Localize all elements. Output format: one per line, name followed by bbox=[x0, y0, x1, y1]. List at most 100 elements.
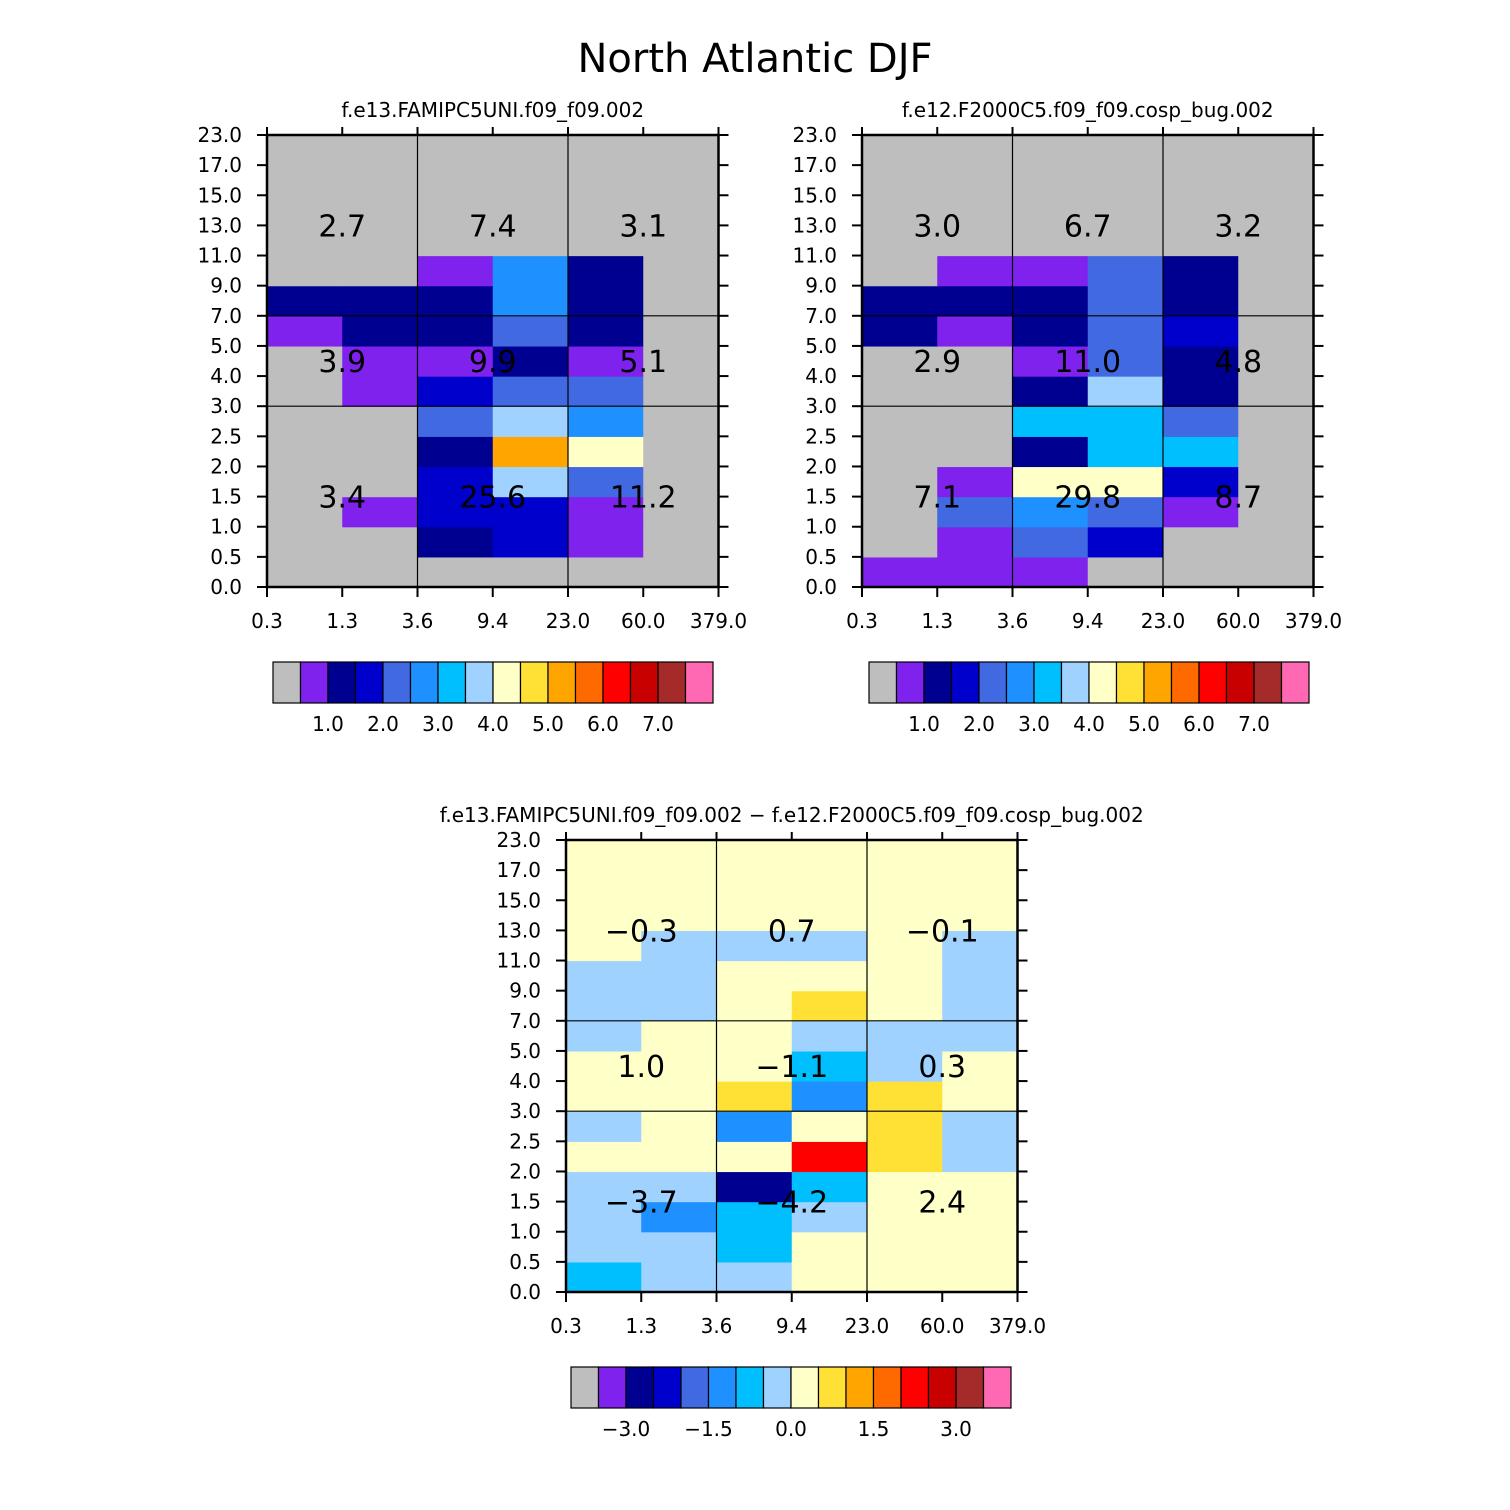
heatmap-cell bbox=[1012, 556, 1089, 588]
heatmap-cell bbox=[568, 255, 644, 287]
colorbar-swatch bbox=[657, 661, 687, 704]
heatmap-cell bbox=[937, 315, 1014, 347]
region-value: 11.2 bbox=[610, 481, 677, 516]
y-tick-label: 1.5 bbox=[509, 1190, 541, 1214]
heatmap-cell bbox=[1012, 285, 1089, 317]
heatmap-cell bbox=[1163, 225, 1239, 257]
heatmap-cell bbox=[568, 195, 644, 226]
colorbar-swatch bbox=[547, 661, 577, 704]
heatmap-cell bbox=[1163, 406, 1239, 437]
y-tick-label: 9.0 bbox=[509, 979, 541, 1003]
heatmap-cell bbox=[267, 496, 343, 528]
x-tick-label: 23.0 bbox=[546, 609, 591, 633]
heatmap-cell bbox=[862, 436, 938, 468]
y-tick-label: 17.0 bbox=[496, 858, 541, 882]
heatmap-cell bbox=[643, 285, 720, 317]
heatmap-cell bbox=[267, 556, 343, 588]
heatmap-cell bbox=[267, 165, 343, 196]
colorbar-swatch bbox=[923, 661, 953, 704]
heatmap-cell bbox=[1163, 315, 1239, 347]
heatmap-cell bbox=[566, 1081, 642, 1112]
y-tick-label: 5.0 bbox=[210, 334, 242, 358]
heatmap-cell bbox=[342, 496, 419, 528]
heatmap-cell bbox=[267, 466, 343, 498]
colorbar-swatch bbox=[1170, 661, 1200, 704]
y-tick-label: 3.0 bbox=[509, 1099, 541, 1123]
heatmap-cell bbox=[492, 466, 569, 498]
heatmap-cell bbox=[862, 255, 938, 287]
heatmap-cell bbox=[643, 556, 720, 588]
heatmap-cell bbox=[791, 1050, 868, 1082]
heatmap-cell bbox=[1087, 165, 1164, 196]
heatmap-cell bbox=[641, 990, 718, 1022]
region-value: 11.0 bbox=[1054, 345, 1121, 380]
heatmap-cell bbox=[1012, 315, 1089, 347]
heatmap-cell bbox=[791, 1171, 868, 1203]
colorbar-swatch bbox=[272, 661, 302, 704]
y-tick-label: 7.0 bbox=[509, 1009, 541, 1033]
heatmap-cell bbox=[1163, 345, 1239, 377]
heatmap-cell bbox=[641, 1081, 718, 1112]
heatmap-cell bbox=[267, 406, 343, 437]
heatmap-cell bbox=[937, 135, 1014, 166]
heatmap-cell bbox=[862, 285, 938, 317]
colorbar-label: 5.0 bbox=[1128, 712, 1160, 736]
x-tick-label: 3.6 bbox=[402, 609, 434, 633]
heatmap-cell bbox=[643, 466, 720, 498]
heatmap-cell bbox=[1163, 135, 1239, 166]
x-tick-label: 60.0 bbox=[621, 609, 666, 633]
colorbar-swatch bbox=[978, 661, 1008, 704]
heatmap-cell bbox=[568, 556, 644, 588]
heatmap-cell bbox=[417, 225, 494, 257]
panel-title: f.e13.FAMIPC5UNI.f09_f09.002 bbox=[341, 98, 644, 122]
heatmap-cell bbox=[862, 406, 938, 437]
y-tick-label: 0.0 bbox=[509, 1280, 541, 1304]
heatmap-cell bbox=[342, 526, 419, 558]
colorbar-swatch bbox=[900, 1366, 930, 1409]
heatmap-cell bbox=[342, 225, 419, 257]
region-value: 8.7 bbox=[1214, 481, 1262, 516]
heatmap-cell bbox=[867, 1081, 943, 1112]
colorbar-label: 3.0 bbox=[1018, 712, 1050, 736]
colorbar-swatch bbox=[1143, 661, 1173, 704]
heatmap-cell bbox=[867, 1111, 943, 1142]
colorbar-swatch bbox=[680, 1366, 710, 1409]
panel-model-b: f.e12.F2000C5.f09_f09.cosp_bug.002 0.3 1.3… bbox=[792, 98, 1342, 736]
heatmap-cell bbox=[417, 376, 494, 407]
heatmap-cell bbox=[1163, 165, 1239, 196]
colorbar-swatch bbox=[492, 661, 522, 704]
x-tick-label: 23.0 bbox=[1141, 609, 1186, 633]
colorbar-label: −1.5 bbox=[684, 1417, 733, 1441]
heatmap-cell bbox=[643, 255, 720, 287]
heatmap-cell bbox=[566, 1020, 642, 1052]
heatmap-cell bbox=[643, 165, 720, 196]
y-tick-label: 2.5 bbox=[509, 1129, 541, 1153]
heatmap-cell bbox=[716, 900, 793, 931]
heatmap-cell bbox=[867, 960, 943, 992]
heatmap-cell bbox=[641, 1201, 718, 1233]
region-value: 3.9 bbox=[318, 345, 366, 380]
y-tick-label: 2.5 bbox=[210, 424, 242, 448]
region-value: −0.3 bbox=[605, 914, 678, 949]
region-value: 3.1 bbox=[619, 209, 667, 244]
colorbar-label: 3.0 bbox=[940, 1417, 972, 1441]
heatmap-cell bbox=[937, 255, 1014, 287]
heatmap-cell bbox=[1163, 436, 1239, 468]
region-value: 3.4 bbox=[318, 481, 366, 516]
heatmap-cell bbox=[937, 376, 1014, 407]
colorbar-swatch bbox=[629, 661, 659, 704]
heatmap-cell bbox=[942, 1171, 1019, 1203]
colorbar-swatch bbox=[437, 661, 467, 704]
heatmap-cell bbox=[942, 1261, 1019, 1293]
region-value: 7.1 bbox=[913, 481, 961, 516]
region-value: −0.1 bbox=[906, 914, 979, 949]
heatmap-cell bbox=[566, 1050, 642, 1082]
y-tick-label: 3.0 bbox=[210, 394, 242, 418]
heatmap-cell bbox=[1238, 345, 1315, 377]
heatmap-cell bbox=[492, 345, 569, 377]
heatmap-cell bbox=[643, 135, 720, 166]
x-tick-label: 3.6 bbox=[701, 1314, 733, 1338]
colorbar-label: 6.0 bbox=[1183, 712, 1215, 736]
x-tick-label: 1.3 bbox=[625, 1314, 657, 1338]
